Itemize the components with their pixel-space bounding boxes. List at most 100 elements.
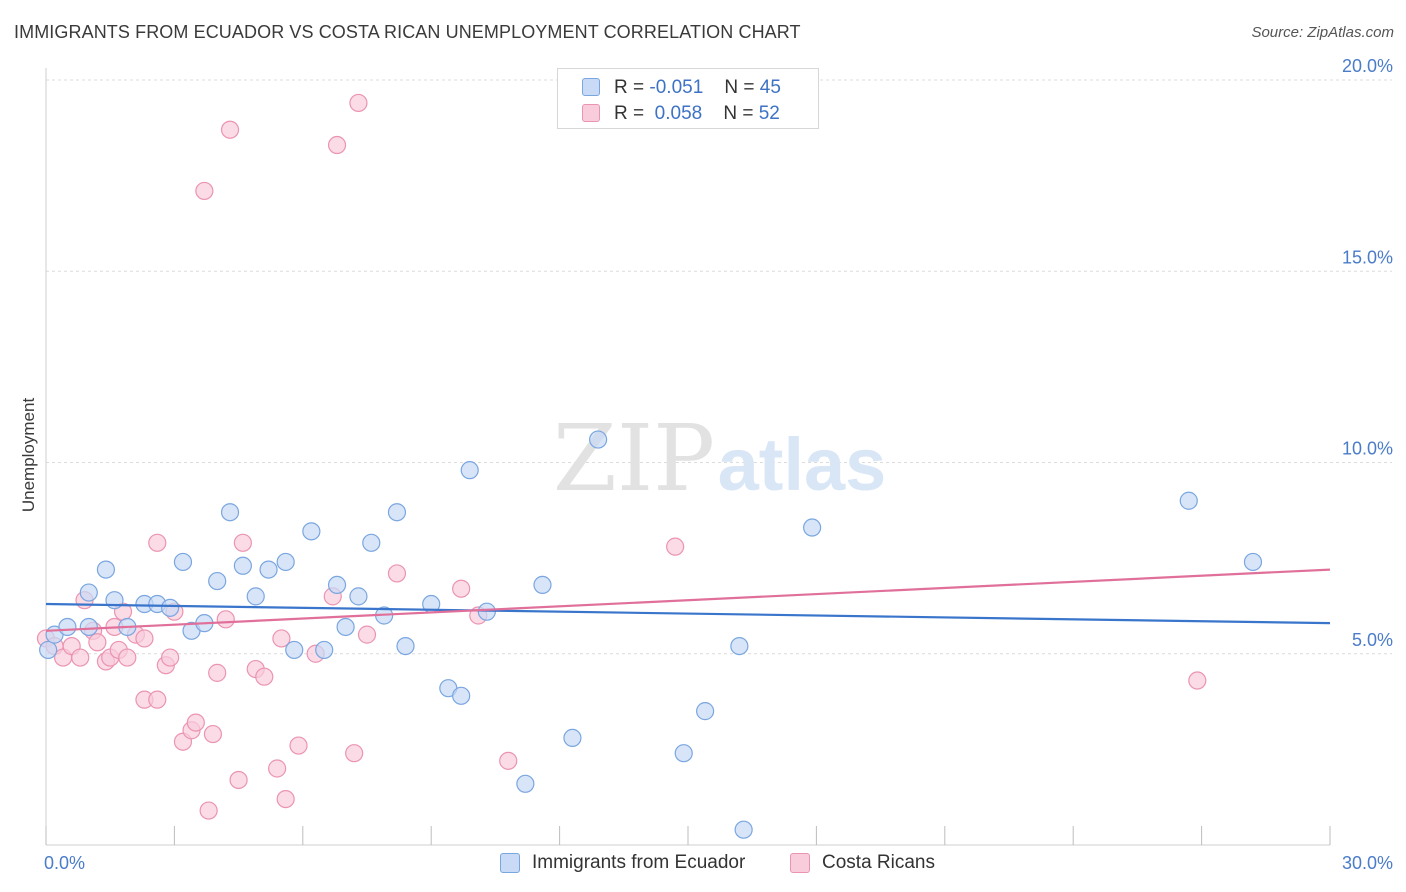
trend-lines — [45, 568, 1331, 632]
x-tick-label: 30.0% — [1342, 853, 1393, 873]
data-point-ecuador — [674, 744, 693, 763]
data-point-costa-ricans — [499, 751, 518, 770]
data-point-ecuador — [734, 820, 753, 839]
tick-labels: 5.0% 10.0% 15.0% 20.0% 0.0% 30.0% — [44, 56, 1393, 873]
data-point-ecuador — [336, 617, 355, 637]
series-legend: Immigrants from Ecuador Costa Ricans — [0, 852, 1406, 878]
y-tick-label: 20.0% — [1342, 56, 1393, 76]
data-point-costa-ricans — [148, 690, 167, 709]
data-point-ecuador — [349, 587, 368, 606]
legend-n-label: N = — [723, 103, 754, 124]
correlation-legend: R = -0.051 N = 45 R = 0.058 N = 52 — [557, 68, 819, 129]
data-point-costa-ricans — [229, 770, 248, 790]
data-point-ecuador — [589, 430, 608, 449]
data-point-costa-ricans — [195, 181, 214, 201]
data-point-costa-ricans — [345, 744, 364, 763]
data-point-ecuador — [533, 575, 552, 595]
watermark-zip: ZIP — [553, 405, 715, 512]
trendline-costa-ricans — [45, 568, 1331, 632]
legend-r-label: R = — [614, 77, 645, 98]
y-tick-label: 5.0% — [1352, 630, 1393, 650]
watermark: ZIP atlas — [553, 405, 886, 512]
data-point-costa-ricans — [349, 93, 368, 113]
data-point-ecuador — [362, 533, 381, 552]
legend-r-label: R = — [614, 103, 645, 124]
legend-n-value: 45 — [759, 77, 781, 98]
data-point-costa-ricans — [452, 579, 471, 598]
source-credit: Source: ZipAtlas.com — [1251, 24, 1394, 41]
data-point-ecuador — [276, 552, 295, 572]
y-tick-label: 15.0% — [1342, 247, 1393, 267]
data-point-ecuador — [730, 636, 749, 656]
y-axis-label: Unemployment — [19, 398, 38, 513]
legend-swatch-pink — [582, 104, 600, 122]
axes — [45, 68, 1331, 846]
data-point-costa-ricans — [233, 533, 252, 552]
data-point-costa-ricans — [268, 759, 287, 778]
legend-r-value: 0.058 — [654, 103, 703, 124]
y-tick-label: 10.0% — [1342, 439, 1393, 459]
data-point-costa-ricans — [289, 736, 308, 755]
data-point-costa-ricans — [199, 801, 218, 820]
data-point-ecuador — [396, 636, 415, 656]
data-point-ecuador — [460, 461, 479, 480]
data-point-costa-ricans — [135, 629, 154, 648]
data-point-costa-ricans — [208, 663, 227, 682]
series-ecuador-points — [39, 430, 1263, 839]
data-point-ecuador — [803, 518, 822, 537]
data-point-costa-ricans — [357, 625, 377, 644]
data-point-costa-ricans — [186, 713, 205, 732]
data-point-costa-ricans — [118, 648, 137, 667]
data-point-ecuador — [79, 617, 98, 637]
data-point-ecuador — [208, 571, 227, 591]
legend-n-label: N = — [724, 77, 755, 98]
data-point-ecuador — [96, 560, 116, 579]
data-point-ecuador — [1179, 491, 1198, 510]
data-point-costa-ricans — [1188, 671, 1207, 690]
trendline-ecuador — [45, 602, 1331, 625]
legend-label-ecuador: Immigrants from Ecuador — [532, 852, 746, 873]
data-point-ecuador — [563, 728, 582, 748]
legend-r-value: -0.051 — [649, 77, 704, 98]
data-point-ecuador — [58, 617, 77, 637]
data-point-costa-ricans — [161, 648, 180, 667]
data-point-ecuador — [302, 522, 321, 541]
legend-swatch-blue — [582, 78, 600, 96]
data-point-ecuador — [516, 774, 535, 793]
data-point-costa-ricans — [255, 667, 274, 686]
data-point-ecuador — [233, 556, 252, 575]
data-point-costa-ricans — [327, 135, 347, 155]
x-tick-label: 0.0% — [44, 853, 85, 873]
data-point-costa-ricans — [71, 648, 90, 667]
data-point-ecuador — [315, 640, 334, 660]
data-point-ecuador — [327, 575, 347, 595]
data-point-ecuador — [39, 640, 58, 660]
legend-n-value: 52 — [758, 103, 780, 124]
data-point-costa-ricans — [203, 724, 223, 744]
data-point-costa-ricans — [148, 533, 167, 552]
legend-swatch-pink — [790, 853, 810, 873]
data-point-costa-ricans — [387, 564, 407, 583]
data-point-costa-ricans — [272, 629, 291, 648]
data-point-costa-ricans — [276, 789, 295, 809]
data-point-ecuador — [452, 686, 471, 705]
data-point-costa-ricans — [88, 633, 107, 652]
legend-label-costa-ricans: Costa Ricans — [822, 852, 935, 873]
data-point-ecuador — [79, 583, 98, 602]
data-point-ecuador — [696, 702, 715, 721]
data-point-ecuador — [1243, 552, 1263, 572]
data-point-ecuador — [220, 503, 240, 522]
data-point-costa-ricans — [666, 537, 685, 556]
legend-swatch-blue — [500, 853, 520, 873]
data-point-ecuador — [173, 552, 193, 572]
data-point-ecuador — [246, 587, 265, 606]
data-point-costa-ricans — [216, 610, 235, 629]
data-point-costa-ricans — [220, 120, 240, 139]
data-point-ecuador — [387, 503, 407, 522]
data-point-ecuador — [259, 560, 278, 579]
chart-title: IMMIGRANTS FROM ECUADOR VS COSTA RICAN U… — [14, 22, 801, 42]
watermark-atlas: atlas — [718, 423, 887, 506]
data-point-ecuador — [285, 640, 304, 660]
data-point-ecuador — [161, 598, 180, 617]
